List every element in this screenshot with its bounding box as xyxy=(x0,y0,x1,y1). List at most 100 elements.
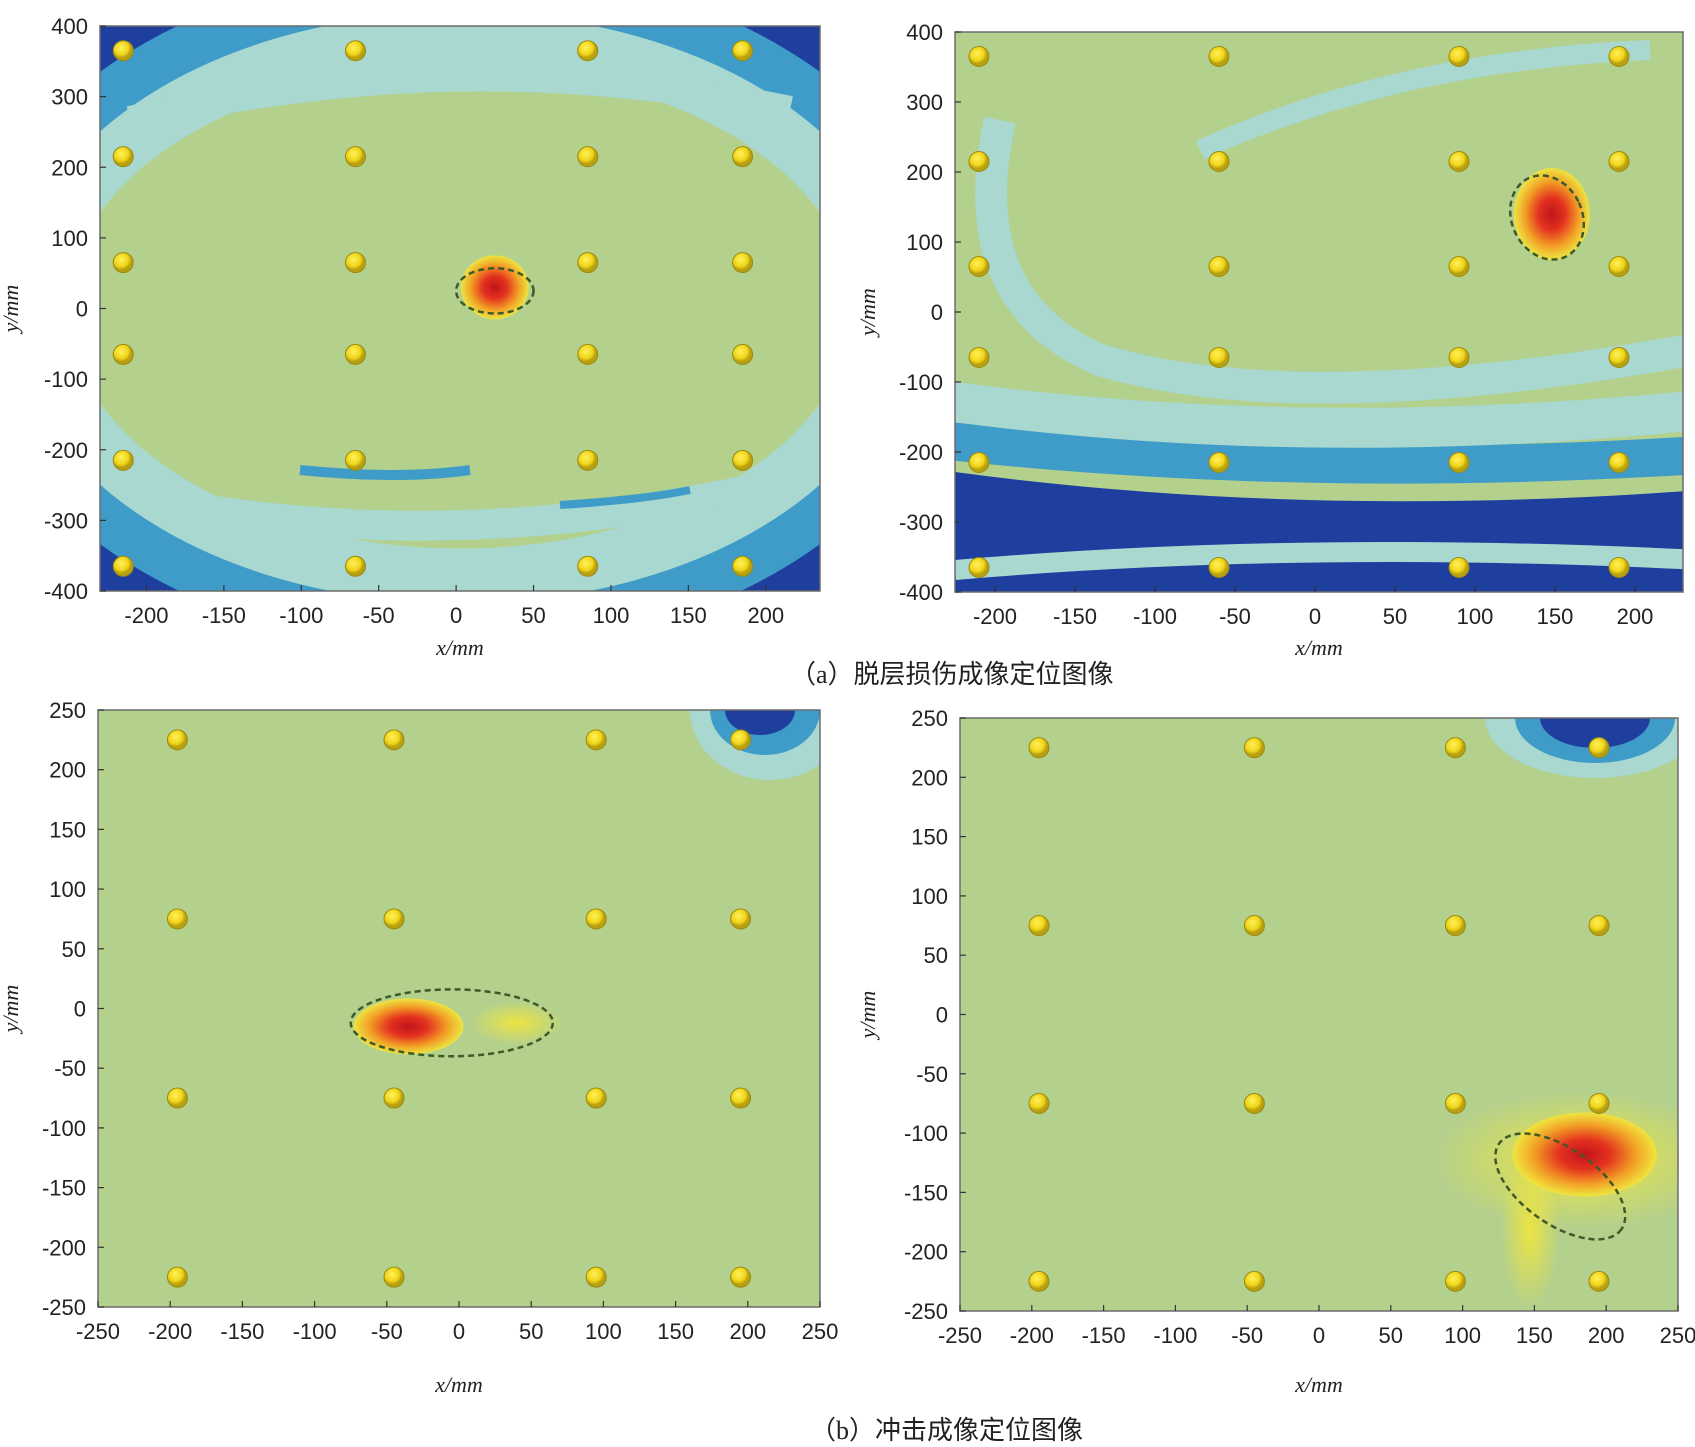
heatmap-field xyxy=(98,710,820,1307)
x-axis-label: x/mm xyxy=(1294,635,1343,660)
sensor-dot xyxy=(344,343,366,365)
y-tick-label: -200 xyxy=(42,1235,86,1260)
sensor-dot xyxy=(577,146,599,168)
sensor-dot xyxy=(166,908,188,930)
sensor-dot xyxy=(585,1266,607,1288)
sensor-dot xyxy=(730,1087,752,1109)
blue-streak xyxy=(299,465,471,480)
sensor-dot xyxy=(968,452,990,473)
cyan-band xyxy=(955,381,1683,448)
chart-b-left: -250 -200 -150 -100 -50 0 50 100 150 200 250 250 200… xyxy=(0,698,838,1397)
corner-dark xyxy=(725,710,795,735)
sensor-dot xyxy=(383,1087,405,1109)
x-tick-label: 150 xyxy=(1537,604,1574,629)
cyan-arc xyxy=(126,63,793,134)
sensor-dot xyxy=(730,729,752,751)
sensor-dot xyxy=(732,146,754,168)
cyan-band xyxy=(955,542,1683,580)
x-tick-label: -150 xyxy=(220,1319,264,1344)
x-tick-label: 100 xyxy=(1444,1323,1481,1348)
sensor-dot xyxy=(1448,151,1470,172)
sensor-dot xyxy=(730,908,752,930)
x-tick-label: -50 xyxy=(363,603,395,628)
sensor-dot xyxy=(1608,256,1630,277)
sensor-dot xyxy=(577,449,599,471)
sensor-dot xyxy=(1444,1092,1466,1114)
sensor-dot xyxy=(112,252,134,274)
secondary-hotspot xyxy=(468,1000,565,1045)
y-tick-label: -100 xyxy=(904,1121,948,1146)
y-tick-label: 0 xyxy=(936,1003,948,1028)
sensor-dot xyxy=(1448,347,1470,368)
damage-ellipse xyxy=(1494,1132,1627,1241)
sensor-dot xyxy=(1448,256,1470,277)
y-tick-label: 250 xyxy=(49,698,86,723)
y-tick-label: -250 xyxy=(904,1299,948,1324)
sensor-dot xyxy=(344,555,366,577)
y-tick-label: -100 xyxy=(899,370,943,395)
x-tick-label: 50 xyxy=(521,603,545,628)
cyan-left-arc xyxy=(975,116,1683,404)
y-tick-label: -100 xyxy=(42,1116,86,1141)
y-tick-label: -150 xyxy=(42,1176,86,1201)
y-tick-label: 300 xyxy=(906,90,943,115)
damage-ellipse xyxy=(349,988,555,1058)
sensor-dot xyxy=(1243,737,1265,759)
x-tick-label: -100 xyxy=(293,1319,337,1344)
mid-blue-band xyxy=(955,422,1683,484)
y-tick-label: -200 xyxy=(899,440,943,465)
sensor-dot xyxy=(1588,915,1610,937)
y-tick-label: 50 xyxy=(924,943,948,968)
x-tick-label: -250 xyxy=(938,1323,982,1348)
sensor-dot xyxy=(1208,347,1230,368)
y-axis-label: y/mm xyxy=(855,288,880,338)
panel-a-left xyxy=(100,26,820,591)
y-tick-label: 100 xyxy=(906,230,943,255)
y-axis-label: y/mm xyxy=(0,285,23,335)
sensor-dot xyxy=(1243,1092,1265,1114)
sensor-dot xyxy=(112,555,134,577)
damage-hotspot xyxy=(353,998,464,1055)
y-tick-label: 300 xyxy=(51,85,88,110)
y-tick-label: 200 xyxy=(51,155,88,180)
sensor-dot xyxy=(1028,737,1050,759)
sensor-dot xyxy=(732,343,754,365)
y-tick-label: -200 xyxy=(44,438,88,463)
y-tick-label: -200 xyxy=(904,1240,948,1265)
sensor-dot xyxy=(112,343,134,365)
sensor-dot xyxy=(585,729,607,751)
x-tick-label: 100 xyxy=(593,603,630,628)
x-tick-label: -100 xyxy=(279,603,323,628)
sensor-dot xyxy=(1028,1270,1050,1292)
y-tick-label: 100 xyxy=(911,884,948,909)
x-tick-label: 250 xyxy=(802,1319,839,1344)
sensor-dot xyxy=(1444,1270,1466,1292)
sensor-dot xyxy=(1028,1092,1050,1114)
y-tick-label: 400 xyxy=(906,20,943,45)
x-tick-label: 150 xyxy=(1516,1323,1553,1348)
y-tick-label: -400 xyxy=(899,580,943,605)
x-tick-label: 100 xyxy=(1457,604,1494,629)
sensor-dot xyxy=(585,1087,607,1109)
sensor-dot xyxy=(732,40,754,62)
sensor-dot xyxy=(1448,557,1470,578)
sensor-dot xyxy=(577,343,599,365)
x-tick-label: -50 xyxy=(1219,604,1251,629)
x-tick-label: -250 xyxy=(76,1319,120,1344)
y-tick-label: 150 xyxy=(911,825,948,850)
y-tick-label: -50 xyxy=(54,1056,86,1081)
y-tick-label: -150 xyxy=(904,1180,948,1205)
sensor-dot xyxy=(1608,151,1630,172)
sensor-dot xyxy=(732,449,754,471)
sensor-dot xyxy=(577,555,599,577)
damage-ellipse xyxy=(454,266,535,315)
sensor-dot xyxy=(1608,452,1630,473)
sensor-dot xyxy=(1608,347,1630,368)
sensor-dot xyxy=(166,1266,188,1288)
sensor-dot xyxy=(1608,46,1630,67)
y-axis-label: y/mm xyxy=(0,985,23,1035)
sensor-dot xyxy=(732,252,754,274)
sensor-dot xyxy=(1208,452,1230,473)
